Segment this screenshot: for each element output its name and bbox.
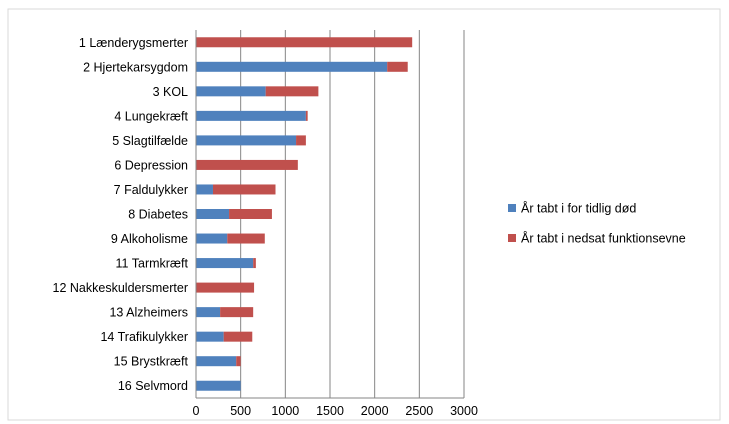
x-tick-label: 500 <box>230 404 251 418</box>
bar-segment-series-2 <box>229 209 272 219</box>
category-label: 7 Faldulykker <box>114 183 188 197</box>
legend-label-series-2: År tabt i nedsat funktionsevne <box>521 231 686 246</box>
category-label: 9 Alkoholisme <box>111 232 188 246</box>
category-label: 5 Slagtilfælde <box>112 134 188 148</box>
bar-segment-series-1 <box>196 233 228 244</box>
legend-swatch-series-1 <box>508 204 516 212</box>
bar-segment-series-1 <box>196 307 221 318</box>
category-label: 12 Nakkeskuldersmerter <box>53 281 188 295</box>
x-tick-label: 3000 <box>450 404 478 418</box>
bars <box>196 37 413 391</box>
bar-segment-series-1 <box>196 110 306 121</box>
bar-segment-series-2 <box>196 37 413 48</box>
bar-segment-series-2 <box>212 184 276 195</box>
category-label: 4 Lungekræft <box>114 109 188 123</box>
bar-segment-series-1 <box>196 356 237 367</box>
category-label: 13 Alzheimers <box>109 306 188 320</box>
legend-swatch-series-2 <box>508 234 516 242</box>
bar-segment-series-2 <box>296 135 306 146</box>
bar-segment-series-1 <box>196 209 230 219</box>
category-label: 16 Selvmord <box>118 379 188 393</box>
category-label: 6 Depression <box>114 158 188 172</box>
bar-segment-series-2 <box>220 307 254 318</box>
bar-segment-series-2 <box>223 331 253 342</box>
x-tick-label: 2000 <box>361 404 389 418</box>
x-tick-label: 0 <box>193 404 200 418</box>
bar-segment-series-1 <box>196 86 266 97</box>
bar-segment-series-1 <box>196 258 254 269</box>
bar-segment-series-2 <box>387 61 408 72</box>
bar-segment-series-1 <box>196 184 213 195</box>
x-tick-label: 2500 <box>405 404 433 418</box>
bar-segment-series-2 <box>253 258 256 269</box>
bar-segment-series-2 <box>265 86 319 97</box>
legend-label-series-1: År tabt i for tidlig død <box>521 201 636 216</box>
bar-segment-series-2 <box>227 233 265 244</box>
category-label: 15 Brystkræft <box>114 355 189 369</box>
bar-segment-series-1 <box>196 380 241 391</box>
chart-border <box>7 8 721 421</box>
category-label: 1 Lænderygsmerter <box>79 36 188 50</box>
legend: År tabt i for tidlig død År tabt i nedsat… <box>508 201 686 246</box>
category-label: 3 KOL <box>153 85 188 99</box>
bar-segment-series-2 <box>236 356 241 367</box>
x-tick-label: 1500 <box>316 404 344 418</box>
x-tick-label: 1000 <box>271 404 299 418</box>
category-label: 11 Tarmkræft <box>116 257 189 271</box>
axes: 0 500 1000 1500 2000 2500 3000 1 Lænderygsmerte… <box>53 30 478 418</box>
bar-segment-series-1 <box>196 135 297 146</box>
bar-segment-series-2 <box>196 159 298 170</box>
category-label: 2 Hjertekarsygdom <box>83 60 188 74</box>
category-label: 14 Trafikulykker <box>100 330 188 344</box>
bar-segment-series-1 <box>196 331 224 342</box>
bar-segment-series-2 <box>196 282 255 293</box>
bar-segment-series-2 <box>305 110 308 121</box>
bar-segment-series-1 <box>196 61 388 72</box>
category-label: 8 Diabetes <box>128 208 188 222</box>
